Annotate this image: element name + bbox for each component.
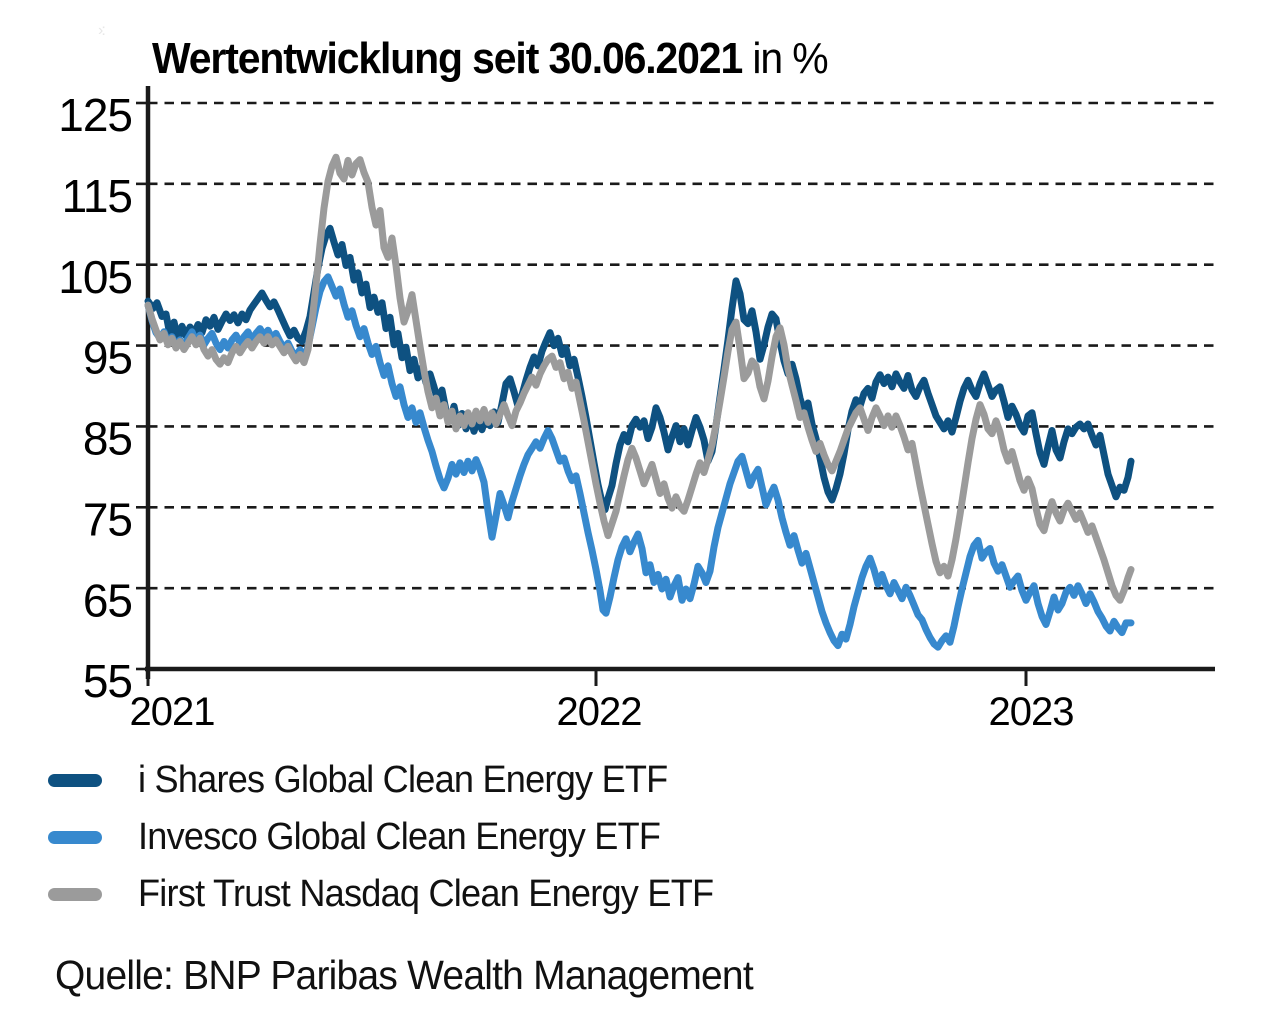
- series-line-2: [144, 153, 1135, 604]
- legend-label-ishares: i Shares Global Clean Energy ETF: [138, 759, 668, 801]
- legend-label-invesco: Invesco Global Clean Energy ETF: [138, 816, 661, 858]
- chart-title-unit: in %: [742, 34, 828, 83]
- invesco-line-swatch: [48, 831, 102, 844]
- y-tick-label-75: 75: [83, 493, 132, 545]
- legend-label-firsttrust: First Trust Nasdaq Clean Energy ETF: [138, 873, 714, 915]
- ishares-line-swatch: [48, 774, 102, 787]
- legend-item-ishares: i Shares Global Clean Energy ETF: [48, 752, 744, 809]
- x-tick-label-2021: 2021: [130, 690, 215, 734]
- y-tick-label-105: 105: [58, 251, 132, 303]
- y-tick-label-125: 125: [58, 89, 132, 141]
- source-line: Quelle: BNP Paribas Wealth Management: [55, 952, 754, 998]
- x-tick-label-2023: 2023: [989, 690, 1074, 734]
- scan-artifact: ›:: [98, 22, 106, 39]
- legend: i Shares Global Clean Energy ETF Invesco…: [48, 752, 744, 923]
- y-tick-label-65: 65: [83, 574, 132, 626]
- legend-item-firsttrust: First Trust Nasdaq Clean Energy ETF: [48, 866, 744, 923]
- chart-title-bold: Wertentwicklung seit 30.06.2021: [152, 34, 743, 83]
- firsttrust-line-swatch: [48, 888, 102, 901]
- x-tick-label-2022: 2022: [557, 690, 642, 734]
- y-tick-label-95: 95: [83, 332, 132, 384]
- y-tick-label-115: 115: [62, 170, 132, 222]
- chart-title: Wertentwicklung seit 30.06.2021 in %: [152, 34, 829, 84]
- y-tick-label-85: 85: [83, 413, 132, 465]
- legend-item-invesco: Invesco Global Clean Energy ETF: [48, 809, 744, 866]
- y-tick-label-55: 55: [83, 655, 132, 707]
